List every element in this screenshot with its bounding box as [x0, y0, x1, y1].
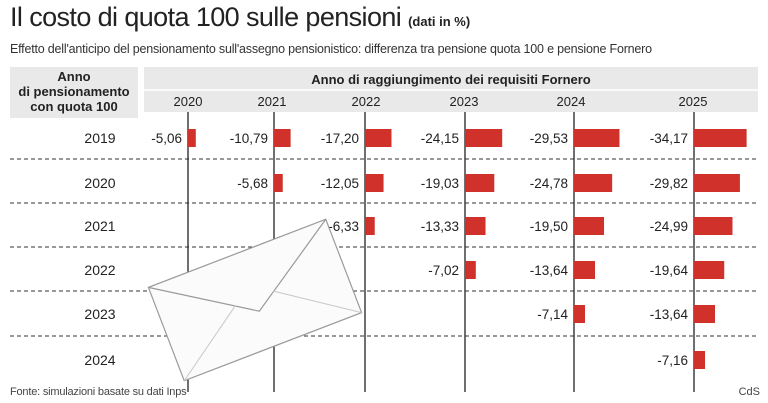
value-label-2021-2022: -6,33: [328, 219, 359, 234]
chart-title: Il costo di quota 100 sulle pensioni (da…: [10, 2, 470, 33]
value-label-2023-2024: -7,14: [537, 307, 568, 322]
bar-2023-2024: [574, 305, 585, 323]
value-label-2019-2023: -24,15: [421, 131, 459, 146]
source-note: Fonte: simulazioni basate su dati Inps: [10, 386, 187, 398]
value-label-2024-2025: -7,16: [657, 353, 688, 368]
value-label-2021-2023: -13,33: [421, 219, 459, 234]
value-label-2021-2024: -19,50: [530, 219, 568, 234]
row-header-label: di pensionamento: [18, 84, 129, 99]
value-label-2020-2024: -24,78: [530, 176, 568, 191]
bar-2019-2020: [188, 129, 196, 147]
bar-2020-2021: [274, 174, 283, 192]
value-label-2019-2020: -5,06: [151, 131, 182, 146]
column-label-2024: 2024: [557, 94, 586, 109]
bar-2019-2022: [365, 129, 392, 147]
credit: CdS: [738, 386, 760, 398]
title-unit: (dati in %): [408, 14, 471, 29]
bar-2019-2023: [465, 129, 503, 147]
value-label-2020-2022: -12,05: [321, 176, 359, 191]
row-label-2019: 2019: [84, 130, 115, 146]
envelope-icon: [147, 218, 363, 382]
row-label-2021: 2021: [84, 218, 115, 234]
value-label-2022-2023: -7,02: [428, 263, 459, 278]
column-label-2025: 2025: [679, 94, 708, 109]
row-header-label: Anno: [57, 69, 90, 84]
bar-2021-2023: [465, 217, 486, 235]
column-label-2023: 2023: [450, 94, 479, 109]
value-label-2020-2021: -5,68: [237, 176, 268, 191]
column-label-2022: 2022: [352, 94, 381, 109]
value-label-2019-2025: -34,17: [650, 131, 688, 146]
row-label-2023: 2023: [84, 306, 115, 322]
bar-2020-2025: [694, 174, 740, 192]
value-label-2021-2025: -24,99: [650, 219, 688, 234]
value-label-2020-2025: -29,82: [650, 176, 688, 191]
bar-2022-2025: [694, 261, 725, 279]
value-label-2019-2021: -10,79: [230, 131, 268, 146]
row-label-2020: 2020: [84, 175, 115, 191]
column-label-2021: 2021: [258, 94, 287, 109]
value-label-2022-2025: -19,64: [650, 263, 689, 278]
column-header-label: Anno di raggiungimento dei requisiti For…: [311, 72, 591, 87]
bar-2020-2023: [465, 174, 495, 192]
bar-2023-2025: [694, 305, 716, 323]
value-label-2019-2024: -29,53: [530, 131, 568, 146]
bar-2019-2024: [574, 129, 620, 147]
bar-2021-2025: [694, 217, 733, 235]
chart-subtitle: Effetto dell'anticipo del pensionamento …: [10, 42, 652, 56]
row-label-2024: 2024: [84, 352, 115, 368]
value-label-2022-2024: -13,64: [530, 263, 569, 278]
value-label-2020-2023: -19,03: [421, 176, 459, 191]
bar-2021-2024: [574, 217, 605, 235]
column-label-2020: 2020: [174, 94, 203, 109]
value-label-2023-2025: -13,64: [650, 307, 689, 322]
row-header-band: [10, 67, 138, 118]
bar-2021-2022: [365, 217, 375, 235]
bar-2022-2024: [574, 261, 596, 279]
bar-2019-2025: [694, 129, 747, 147]
bar-2024-2025: [694, 351, 706, 369]
bar-2019-2021: [274, 129, 291, 147]
bar-2020-2022: [365, 174, 384, 192]
bar-2020-2024: [574, 174, 613, 192]
row-label-2022: 2022: [84, 262, 115, 278]
value-label-2019-2022: -17,20: [321, 131, 359, 146]
row-header-label: con quota 100: [30, 99, 117, 114]
title-main: Il costo di quota 100 sulle pensioni: [10, 2, 402, 32]
bar-2022-2023: [465, 261, 476, 279]
